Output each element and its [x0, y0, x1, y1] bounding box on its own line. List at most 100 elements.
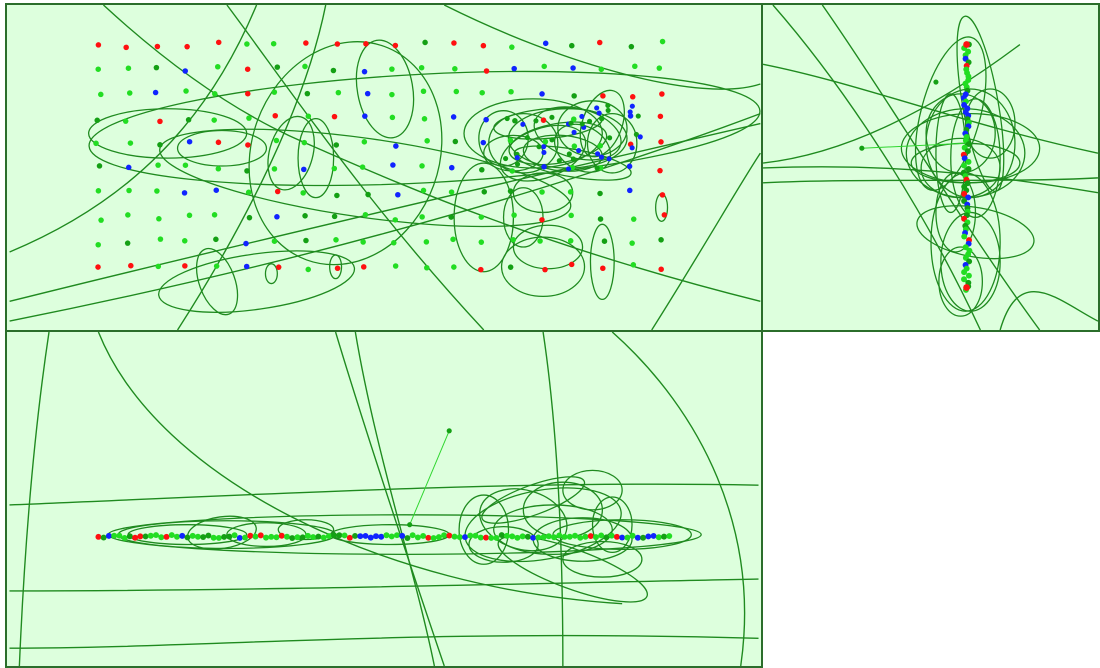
data-point [105, 532, 112, 539]
link-line [861, 142, 966, 149]
data-point [303, 237, 309, 244]
data-point [467, 532, 474, 539]
trajectory-curve [542, 332, 564, 666]
data-point [626, 163, 633, 170]
data-point [658, 266, 664, 273]
data-point [441, 532, 448, 539]
data-point [154, 43, 161, 50]
data-point [211, 212, 218, 218]
data-point [596, 39, 603, 46]
top-view-panel[interactable] [5, 3, 763, 332]
data-point [511, 65, 517, 72]
data-point [364, 90, 371, 97]
data-point [212, 91, 218, 97]
data-point [961, 190, 968, 197]
data-point [650, 532, 657, 539]
trajectory-curve [763, 43, 1021, 164]
data-point [542, 40, 549, 47]
data-point [98, 91, 104, 98]
top-view-canvas [9, 5, 761, 330]
data-point [539, 217, 545, 223]
data-point [200, 534, 207, 541]
data-point [331, 113, 338, 120]
data-point [399, 532, 406, 539]
data-point [551, 534, 558, 541]
data-point [215, 139, 222, 146]
trajectory-curve [9, 578, 759, 592]
data-point [542, 138, 549, 145]
data-point [304, 90, 311, 97]
data-point [657, 113, 664, 120]
data-point [184, 43, 190, 50]
data-point [111, 532, 118, 539]
data-point [310, 534, 317, 541]
data-point [659, 192, 666, 198]
data-point [331, 532, 338, 539]
data-point [587, 533, 594, 540]
data-point [245, 142, 251, 148]
data-point [153, 532, 159, 539]
data-point [511, 212, 517, 218]
data-point [600, 265, 606, 272]
trajectory-curve [102, 5, 761, 303]
data-point [542, 266, 548, 273]
data-point [95, 241, 101, 248]
data-point [154, 188, 160, 194]
data-point [965, 166, 972, 172]
data-point [127, 140, 134, 146]
data-point [430, 535, 437, 541]
data-point [498, 532, 505, 539]
trajectory-curve [9, 122, 761, 303]
data-point [627, 187, 633, 194]
data-point [453, 88, 460, 95]
data-point [629, 532, 636, 539]
data-point [142, 533, 149, 540]
data-point [424, 138, 430, 144]
data-point [569, 164, 576, 171]
data-point [333, 237, 339, 243]
data-point [488, 534, 495, 541]
data-point [393, 532, 400, 539]
data-point [514, 161, 521, 167]
data-point [539, 189, 545, 195]
data-point [605, 107, 611, 113]
covariance-ellipse [248, 41, 443, 266]
covariance-ellipse [159, 128, 572, 228]
front-view-panel[interactable] [5, 330, 763, 668]
data-point [419, 214, 425, 220]
data-point [509, 44, 515, 50]
data-point [449, 164, 455, 171]
data-point [597, 216, 604, 222]
data-point [331, 213, 338, 220]
data-point [598, 115, 605, 122]
data-point [570, 65, 576, 71]
data-point [157, 236, 164, 242]
data-point [961, 269, 968, 276]
ellipse-cluster [107, 469, 702, 603]
trajectory-curve [443, 5, 761, 90]
data-point [213, 187, 220, 193]
data-point [425, 534, 432, 541]
side-view-panel[interactable] [761, 3, 1100, 332]
data-point [629, 94, 636, 100]
data-point [215, 166, 222, 172]
data-point [95, 66, 101, 72]
data-point [274, 64, 281, 70]
data-point [302, 213, 308, 219]
data-point [571, 143, 578, 149]
covariance-ellipse [329, 254, 343, 280]
data-point [450, 114, 457, 120]
data-point [567, 238, 574, 244]
data-point [126, 90, 133, 96]
data-point [601, 238, 608, 244]
data-point [556, 158, 562, 164]
data-point [98, 217, 104, 223]
data-point [305, 266, 311, 273]
data-point [182, 162, 189, 168]
data-point [483, 68, 490, 74]
data-point [628, 43, 635, 50]
data-point [272, 112, 279, 119]
data-point [392, 217, 399, 223]
data-point [541, 149, 547, 156]
data-point [231, 532, 238, 539]
